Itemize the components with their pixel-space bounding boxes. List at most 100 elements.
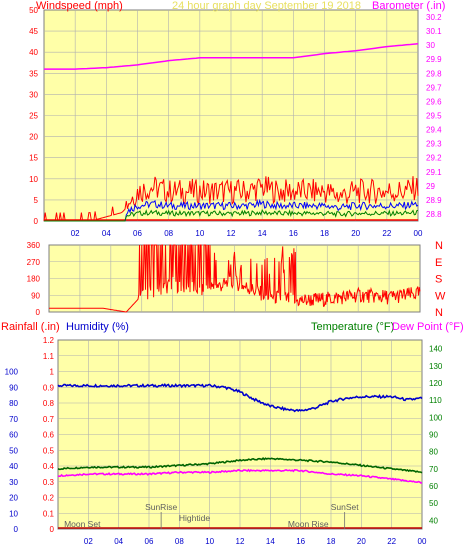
wind-low-line [44, 209, 419, 222]
direction-tick-label: 0 [36, 308, 41, 317]
direction-tick-label: 90 [31, 291, 40, 300]
wind-tick-label: 45 [29, 27, 38, 36]
temperature-line [57, 457, 423, 474]
wind-gust-line [43, 176, 419, 222]
wind-x-tick-label: 02 [71, 229, 80, 238]
barometer-tick-label: 30 [426, 41, 435, 50]
direction-tick-label: 360 [27, 241, 41, 250]
temperature-tick-label: 90 [429, 431, 438, 440]
climate-series [57, 383, 423, 529]
wind-x-tick-label: 04 [102, 229, 111, 238]
barometer-tick-label: 29.6 [426, 97, 442, 106]
climate-x-tick-label: 10 [205, 537, 214, 546]
climate-x-tick-label: 06 [145, 537, 154, 546]
barometer-tick-label: 29.1 [426, 168, 442, 177]
humidity-tick-label: 70 [9, 415, 18, 424]
wind-x-tick-label: 10 [195, 229, 204, 238]
astronomy-annotation-label: Moon Rise [288, 519, 329, 529]
barometer-tick-label: 29.5 [426, 112, 442, 121]
wind-series [43, 43, 419, 222]
wind-tick-label: 0 [34, 217, 39, 226]
wind-x-axis-labels: 02 04 06 08 10 12 14 16 18 20 22 00 [71, 229, 423, 238]
wind-tick-label: 15 [29, 154, 38, 163]
direction-tick-label: 270 [27, 258, 41, 267]
compass-label: N [435, 307, 443, 319]
wind-direction-line [49, 244, 421, 313]
rainfall-tick-label: 1.1 [43, 352, 55, 361]
direction-y-axis-labels: 0 90 180 270 360 [27, 241, 41, 317]
wind-x-tick-label: 22 [382, 229, 391, 238]
dewpoint-line [58, 468, 423, 484]
compass-label: N [435, 240, 443, 252]
rainfall-axis-title: Rainfall (.in) [1, 321, 60, 333]
wind-x-tick-label: 08 [164, 229, 173, 238]
humidity-tick-label: 20 [9, 494, 18, 503]
climate-x-tick-label: 12 [236, 537, 245, 546]
wind-y-axis-labels: 0 5 10 15 20 25 30 35 40 45 50 [29, 6, 38, 226]
humidity-tick-label: 10 [9, 509, 18, 518]
climate-x-tick-label: 02 [84, 537, 93, 546]
rainfall-tick-label: 0.2 [43, 494, 55, 503]
wind-tick-label: 20 [29, 133, 38, 142]
wind-tick-label: 5 [34, 196, 39, 205]
climate-x-tick-label: 20 [357, 537, 366, 546]
temperature-tick-label: 60 [429, 482, 438, 491]
rainfall-tick-label: 1 [50, 368, 55, 377]
climate-x-tick-label: 18 [327, 537, 336, 546]
windspeed-axis-title: Windspeed (mph) [36, 0, 123, 12]
barometer-tick-label: 29 [426, 182, 435, 191]
wind-tick-label: 10 [29, 175, 38, 184]
climate-x-tick-label: 00 [418, 537, 427, 546]
climate-x-tick-label: 14 [266, 537, 275, 546]
rainfall-tick-label: 0.9 [43, 383, 55, 392]
humidity-tick-label: 0 [14, 525, 19, 534]
climate-y-axis-labels: 0 0.1 0.2 0.3 0.4 0.5 0.6 0.7 0.8 0.9 1 1.1 1.2 0 10 20… [5, 336, 443, 534]
barometer-tick-label: 29.8 [426, 69, 442, 78]
wind-grid [44, 10, 418, 221]
rainfall-tick-label: 0.3 [43, 478, 55, 487]
direction-series [49, 244, 421, 313]
barometer-tick-label: 29.7 [426, 83, 442, 92]
humidity-tick-label: 40 [9, 462, 18, 471]
wind-x-tick-label: 20 [351, 229, 360, 238]
rainfall-tick-label: 0 [50, 525, 55, 534]
wind-tick-label: 40 [29, 48, 38, 57]
rainfall-tick-label: 0.1 [43, 509, 55, 518]
barometer-tick-label: 28.8 [426, 210, 442, 219]
temperature-tick-label: 40 [429, 516, 438, 525]
humidity-tick-label: 60 [9, 431, 18, 440]
compass-label: S [435, 274, 442, 286]
temperature-axis-title: Temperature (°F) [311, 321, 394, 333]
barometer-axis-title: Barometer (.in) [372, 0, 445, 12]
wind-tick-label: 25 [29, 112, 38, 121]
astronomy-annotation-label: Moon Set [64, 519, 101, 529]
barometer-tick-label: 29.4 [426, 126, 442, 135]
rainfall-tick-label: 0.5 [43, 446, 55, 455]
wind-tick-label: 30 [29, 90, 38, 99]
humidity-tick-label: 100 [5, 368, 19, 377]
astronomy-annotation-label: SunSet [331, 502, 360, 512]
rainfall-tick-label: 1.2 [43, 336, 55, 345]
compass-label: E [435, 257, 442, 269]
humidity-tick-label: 30 [9, 478, 18, 487]
barometer-tick-label: 30.2 [426, 13, 442, 22]
temperature-tick-label: 50 [429, 499, 438, 508]
rainfall-tick-label: 0.8 [43, 399, 55, 408]
humidity-line [57, 383, 423, 413]
climate-x-axis-labels: 02 04 06 08 10 12 14 16 18 20 22 00 [84, 537, 427, 546]
temperature-tick-label: 110 [429, 396, 442, 405]
barometer-tick-label: 29.9 [426, 55, 442, 64]
astronomy-annotation-label: Hightide [179, 513, 210, 523]
temperature-tick-label: 140 [429, 345, 443, 354]
barometer-tick-label: 28.9 [426, 196, 442, 205]
dewpoint-axis-title: Dew Point (°F) [392, 321, 464, 333]
temperature-tick-label: 120 [429, 379, 443, 388]
direction-tick-label: 180 [27, 275, 41, 284]
humidity-tick-label: 90 [9, 383, 18, 392]
wind-tick-label: 50 [29, 6, 38, 15]
compass-label: W [435, 290, 446, 302]
humidity-tick-label: 50 [9, 446, 18, 455]
barometer-tick-label: 30.1 [426, 27, 442, 36]
